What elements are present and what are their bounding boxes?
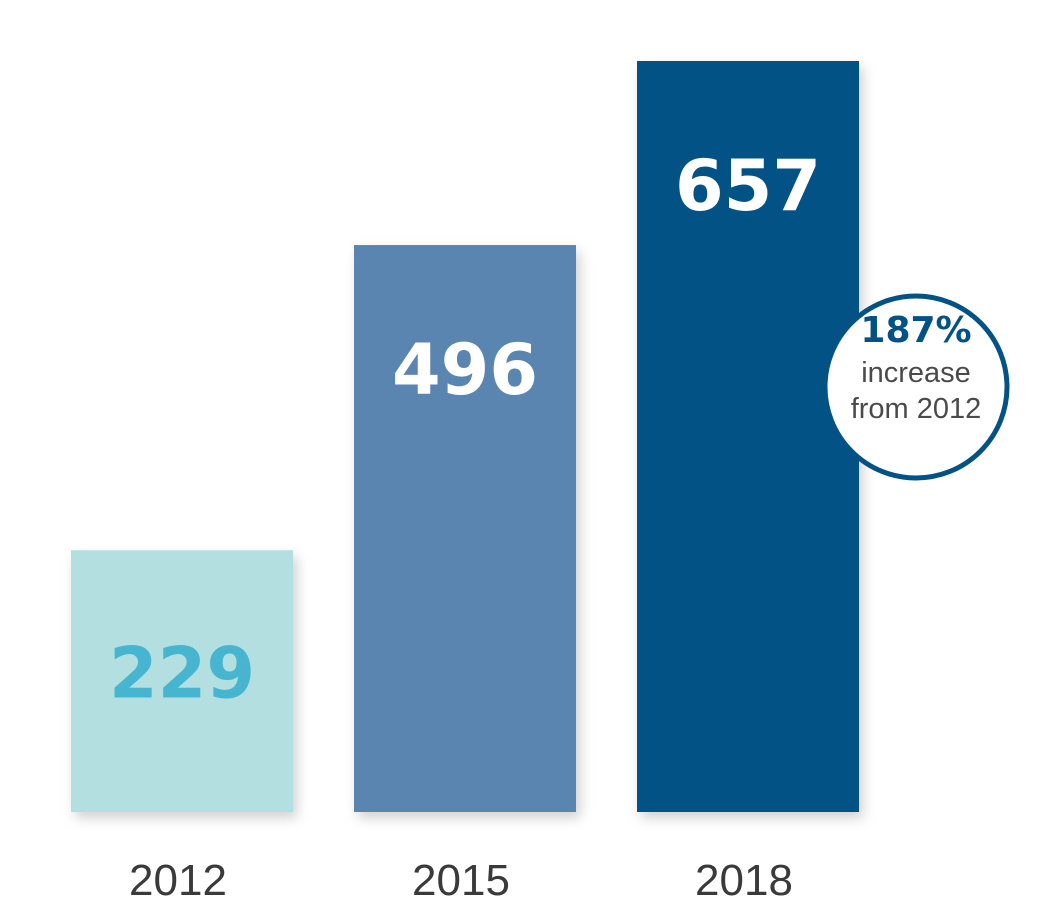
bar-value-label: 496 <box>392 329 538 411</box>
category-label: 2018 <box>695 856 793 905</box>
category-label: 2012 <box>129 856 227 905</box>
category-labels-layer: 2012 2015 2018 <box>129 856 793 905</box>
value-labels-layer: 229 496 657 <box>109 145 821 715</box>
bar-2012 <box>71 550 293 812</box>
category-label: 2015 <box>412 856 510 905</box>
callout-circle <box>822 293 1010 481</box>
increase-callout: 187% increase from 2012 <box>822 293 1010 481</box>
callout-line-2: from 2012 <box>851 393 982 425</box>
bar-value-label: 657 <box>675 145 821 227</box>
callout-percent: 187% <box>860 310 971 351</box>
bar-2018 <box>637 61 859 812</box>
bar-2015 <box>354 245 576 812</box>
callout-line-1: increase <box>861 357 971 389</box>
bars-layer <box>71 61 859 812</box>
bar-value-label: 229 <box>109 633 255 715</box>
